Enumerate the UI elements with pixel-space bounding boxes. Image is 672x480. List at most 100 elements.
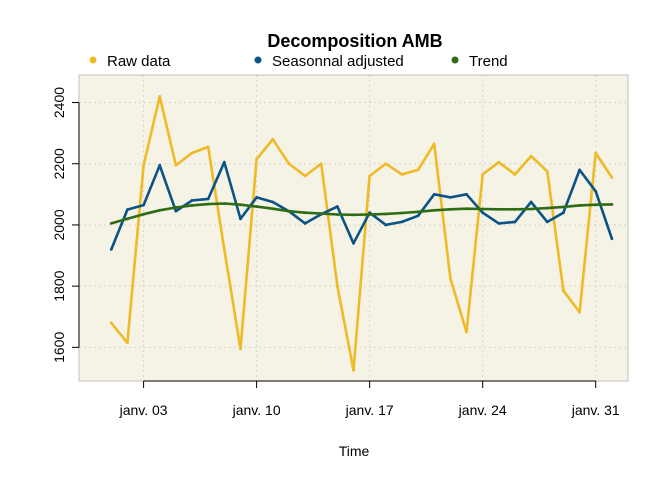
data-point [481,207,485,211]
data-point [400,173,404,176]
data-point [255,157,259,161]
data-point [158,163,162,167]
legend-marker [89,56,97,64]
data-point [465,207,468,211]
data-point [271,200,275,204]
data-point [206,202,210,206]
data-point [416,210,420,214]
data-point [562,211,565,215]
legend-entry: Seasonnal adjusted [254,53,404,70]
series-line [110,95,613,372]
data-point [222,160,226,164]
data-point [239,203,242,207]
data-point [578,168,581,172]
data-point [578,310,581,314]
data-point [432,208,436,212]
data-point [578,203,581,207]
data-point [594,151,598,155]
data-point [174,209,178,213]
data-point [271,207,275,211]
x-tick-label: janv. 24 [458,402,507,418]
legend-entry: Trend [451,53,508,70]
data-point [206,197,210,201]
x-axis: janv. 03 janv. 10 janv. 17 janv. 24 janv. 31 [119,380,620,418]
data-point [158,208,162,212]
series-2 [109,202,614,225]
data-point [562,289,565,293]
legend-label: Trend [469,53,508,70]
data-point [529,154,533,158]
data-point [239,347,242,351]
data-point [109,248,113,251]
data-point [545,169,549,173]
data-point [352,213,355,217]
data-point [545,220,549,224]
data-point [126,217,129,221]
data-point [529,207,533,211]
data-point [594,203,598,207]
legend-marker [254,56,262,64]
y-tick-label: 2000 [51,209,67,240]
data-point [109,321,113,325]
data-point [448,207,452,211]
legend-marker [451,56,459,64]
data-point [206,145,210,149]
data-point [142,203,145,207]
data-point [400,211,404,215]
series-layer [109,95,614,372]
series-line [110,160,614,250]
data-point [222,202,226,205]
data-point [174,163,178,167]
data-point [448,277,452,280]
data-point [432,142,436,146]
data-point [416,168,420,172]
x-tick-label: janv. 03 [119,402,168,418]
y-tick-label: 2400 [51,87,67,118]
data-point [142,163,145,167]
data-point [142,212,145,216]
x-axis-title: Time [339,443,370,459]
data-point [335,205,339,208]
legend-label: Seasonnal adjusted [272,53,404,70]
data-point [303,222,307,225]
data-point [384,162,388,166]
data-point [287,209,291,213]
data-point [416,214,420,218]
chart-title: Decomposition AMB [267,31,442,51]
data-point [594,189,598,193]
data-point [529,200,533,204]
data-point [513,207,517,211]
gridlines [79,75,628,381]
data-point [610,237,614,241]
series-0 [109,95,614,372]
data-point [368,213,372,216]
data-point [448,196,452,199]
y-tick-label: 1800 [51,270,67,301]
x-tick-label: janv. 10 [232,402,281,418]
data-point [303,211,307,215]
data-point [303,174,307,178]
data-point [126,341,129,345]
data-point [513,220,517,224]
data-point [190,199,194,202]
data-point [126,208,129,212]
data-point [400,220,404,224]
data-point [335,284,339,288]
data-point [271,137,275,141]
data-point [481,211,485,215]
data-point [319,212,323,216]
data-point [352,241,355,245]
data-point [384,223,388,227]
data-point [432,192,436,196]
data-point [610,176,614,179]
legend-entry: Raw data [89,53,171,70]
data-point [368,174,372,178]
y-tick-label: 2200 [51,148,67,179]
data-point [481,173,485,176]
y-axis: 1600 1800 2000 2200 2400 [51,87,80,363]
data-point [610,203,614,206]
x-tick-label: janv. 31 [571,402,620,418]
data-point [109,222,113,225]
data-point [255,205,259,208]
